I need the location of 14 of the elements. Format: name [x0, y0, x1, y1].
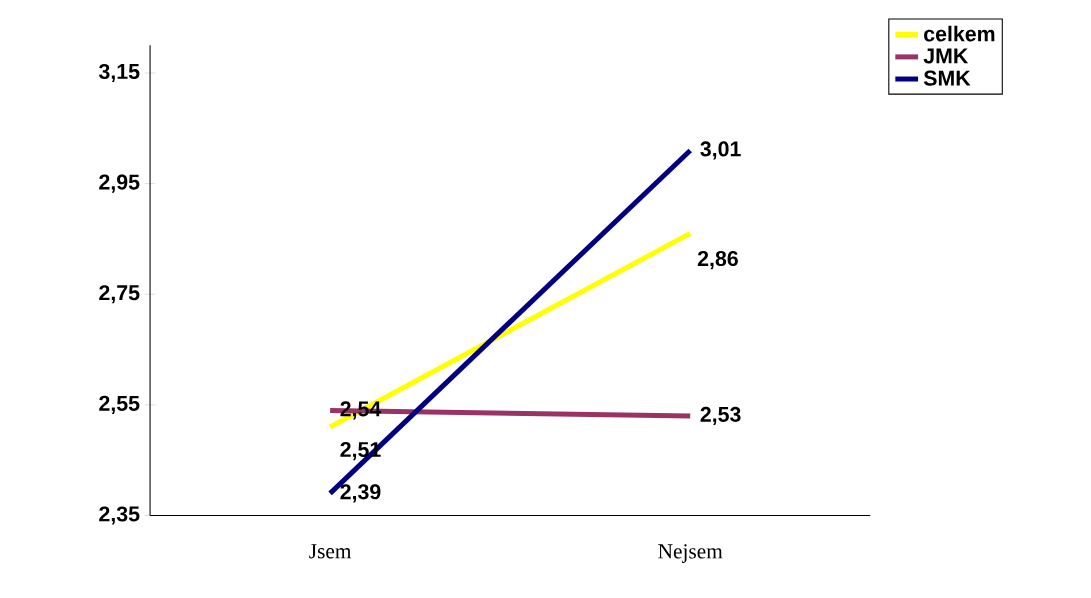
y-tick-label: 2,75: [99, 285, 140, 304]
y-tick-label: 2,95: [99, 174, 140, 193]
legend-label: celkem: [924, 25, 995, 42]
data-label: 2,86: [697, 251, 738, 270]
x-tick-label: Jsem: [309, 544, 352, 559]
legend-label: SMK: [923, 70, 971, 86]
legend-label: JMK: [923, 48, 969, 64]
y-tick-label: 2,55: [99, 396, 140, 415]
y-tick-label: 2,35: [99, 506, 140, 525]
data-label: 2,53: [700, 407, 741, 426]
y-tick-label: 3,15: [98, 64, 140, 83]
x-tick-label: Nejsem: [658, 544, 723, 564]
data-label: 3,01: [700, 141, 741, 160]
data-label: 2,39: [340, 484, 381, 503]
